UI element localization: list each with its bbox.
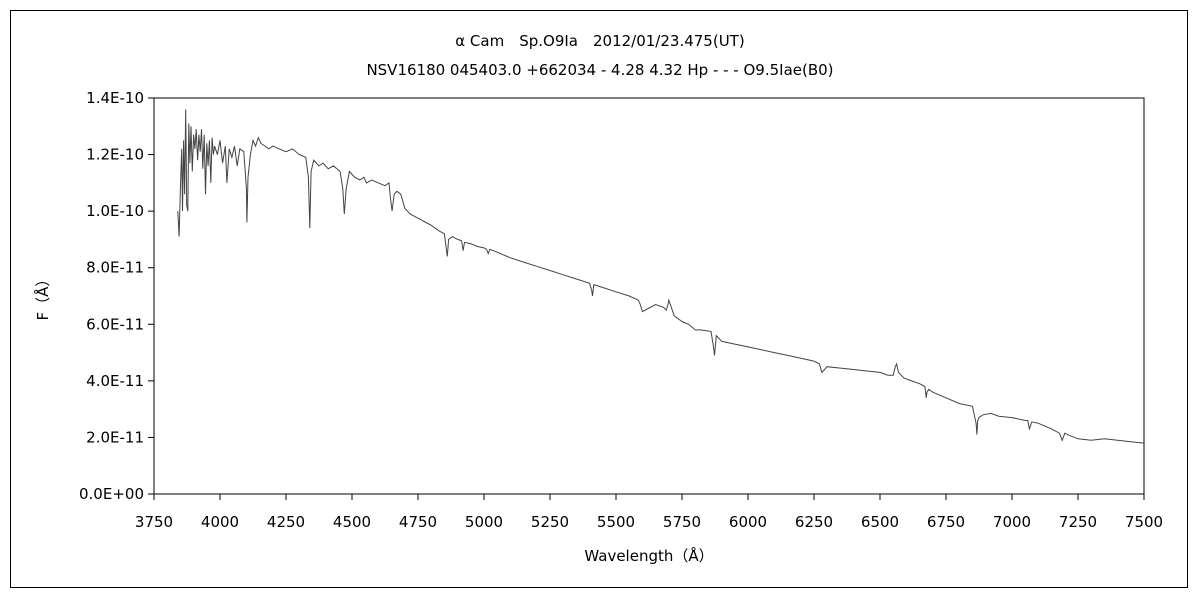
y-axis: 0.0E+00 2.0E-11 4.0E-11 6.0E-11 8.0E-11 1.0E-… bbox=[79, 89, 154, 503]
x-tick-label: 4000 bbox=[201, 513, 239, 531]
chart-title: α Cam Sp.O9Ia 2012/01/23.475(UT) bbox=[455, 32, 745, 50]
y-tick-label: 1.4E-10 bbox=[86, 89, 144, 107]
x-tick-label: 6000 bbox=[729, 513, 767, 531]
chart-subtitle: NSV16180 045403.0 +662034 - 4.28 4.32 Hp… bbox=[366, 61, 834, 79]
chart-frame bbox=[10, 10, 1188, 588]
x-tick-label: 6500 bbox=[861, 513, 899, 531]
x-tick-label: 6250 bbox=[795, 513, 833, 531]
x-tick-label: 4500 bbox=[333, 513, 371, 531]
x-tick-label: 5500 bbox=[597, 513, 635, 531]
x-tick-label: 5000 bbox=[465, 513, 503, 531]
y-tick-label: 6.0E-11 bbox=[86, 315, 144, 333]
x-axis: 3750 4000 4250 4500 4750 5000 5250 5500 5750 6000… bbox=[135, 494, 1163, 531]
x-tick-label: 7000 bbox=[993, 513, 1031, 531]
y-tick-label: 1.2E-10 bbox=[86, 146, 144, 164]
x-tick-label: 4750 bbox=[399, 513, 437, 531]
x-tick-label: 3750 bbox=[135, 513, 173, 531]
series-line bbox=[177, 109, 1145, 444]
y-tick-label: 4.0E-11 bbox=[86, 372, 144, 390]
x-tick-label: 5750 bbox=[663, 513, 701, 531]
x-tick-label: 6750 bbox=[927, 513, 965, 531]
y-tick-label: 2.0E-11 bbox=[86, 428, 144, 446]
x-tick-label: 7250 bbox=[1059, 513, 1097, 531]
x-tick-label: 7500 bbox=[1125, 513, 1163, 531]
y-tick-label: 0.0E+00 bbox=[79, 485, 144, 503]
x-tick-label: 5250 bbox=[531, 513, 569, 531]
plot-area bbox=[153, 97, 1145, 495]
x-axis-label: Wavelength（Å） bbox=[584, 546, 713, 565]
y-tick-label: 1.0E-10 bbox=[86, 202, 144, 220]
y-axis-label: F（Å） bbox=[33, 272, 52, 321]
x-tick-label: 4250 bbox=[267, 513, 305, 531]
y-tick-label: 8.0E-11 bbox=[86, 259, 144, 277]
